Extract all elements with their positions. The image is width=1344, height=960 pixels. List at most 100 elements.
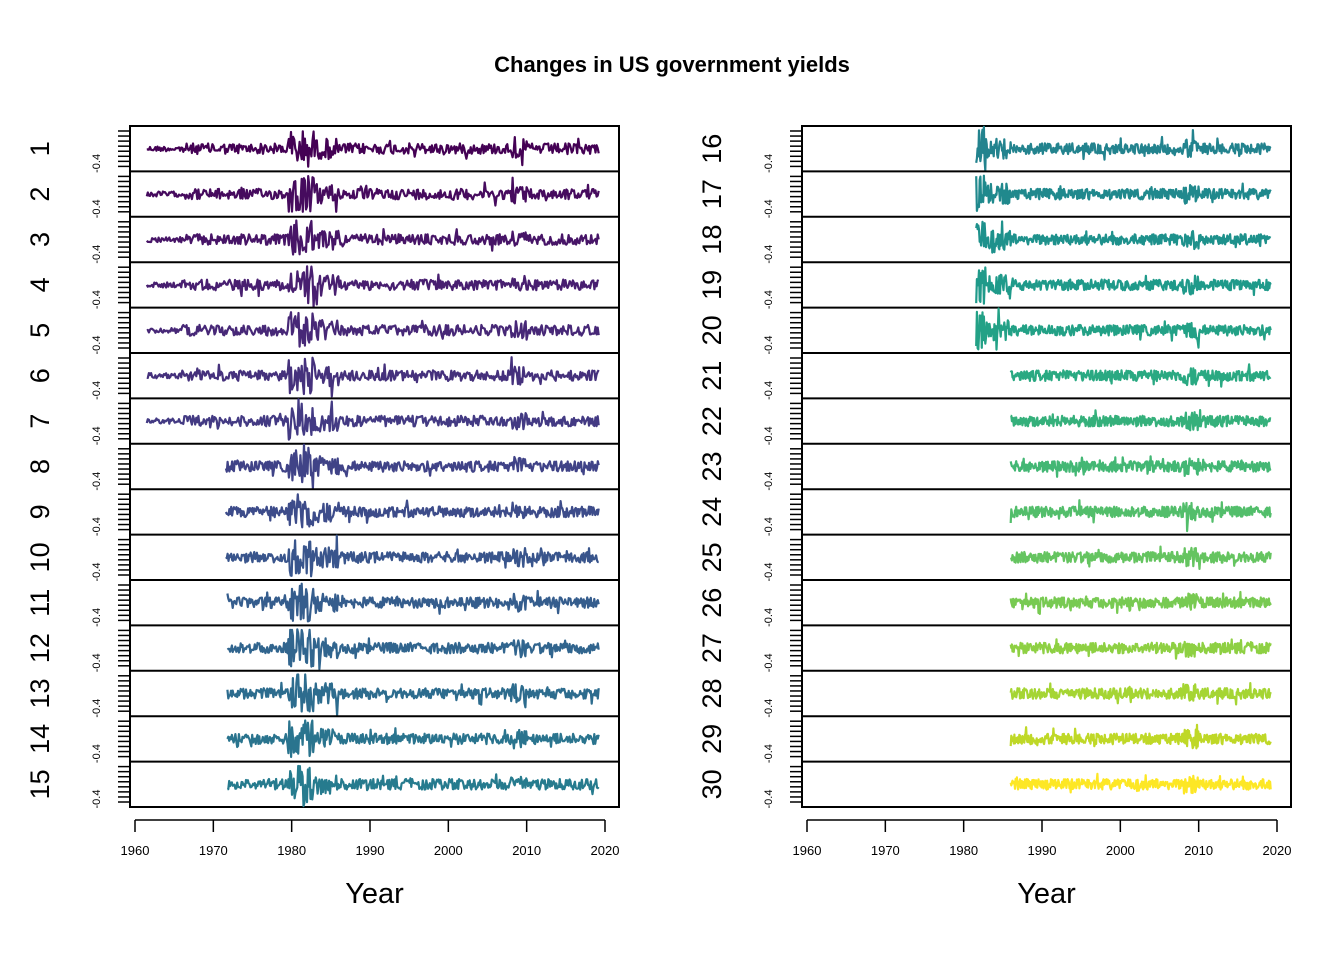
- panel-frame: [129, 125, 620, 808]
- series-line: [226, 764, 600, 808]
- y-tick-label: -0.4: [91, 790, 103, 809]
- series-line: [1009, 499, 1272, 533]
- series-label: 20: [697, 315, 727, 345]
- x-tick-label: 1980: [277, 843, 306, 858]
- y-tick-label: -0.4: [763, 199, 775, 218]
- series-line: [145, 265, 600, 308]
- x-tick-label: 2000: [1106, 843, 1135, 858]
- x-tick-label: 1970: [199, 843, 228, 858]
- x-axis-title: Year: [1017, 878, 1076, 910]
- series-label: 5: [25, 323, 55, 338]
- x-tick-label: 2000: [434, 843, 463, 858]
- series-line: [1009, 455, 1272, 478]
- y-tick-label: -0.4: [763, 336, 775, 355]
- series-label: 1: [25, 141, 55, 156]
- series-line: [975, 174, 1272, 212]
- y-tick-label: -0.4: [763, 744, 775, 763]
- series-label: 2: [25, 187, 55, 202]
- series-line: [224, 493, 600, 529]
- y-tick-label: -0.4: [91, 563, 103, 582]
- y-tick-label: -0.4: [91, 517, 103, 536]
- series-label: 16: [697, 134, 727, 164]
- series-line: [226, 673, 600, 717]
- series-label: 7: [25, 414, 55, 429]
- series-line: [226, 582, 600, 623]
- series-label: 6: [25, 368, 55, 383]
- series-label: 21: [697, 361, 727, 391]
- series-label: 11: [25, 589, 55, 617]
- y-tick-label: -0.4: [763, 381, 775, 400]
- series-line: [225, 534, 599, 578]
- series-line: [145, 398, 600, 441]
- y-tick-label: -0.4: [763, 154, 775, 173]
- series-label: 9: [25, 504, 55, 519]
- series-line: [1009, 638, 1272, 660]
- y-tick-label: -0.4: [763, 608, 775, 627]
- series-label: 3: [25, 232, 55, 247]
- series-line: [1009, 772, 1272, 795]
- panel-right: -0.4 16 -0.4 17 -0.4 18 -0.4 19 -0.4 20 -0.4 21 -0.4…: [697, 125, 1292, 910]
- x-tick-label: 1980: [949, 843, 978, 858]
- series-line: [226, 719, 600, 759]
- series-line: [145, 219, 600, 256]
- series-line: [975, 307, 1272, 351]
- y-tick-label: -0.4: [91, 426, 103, 445]
- x-tick-label: 2010: [1184, 843, 1213, 858]
- y-tick-label: -0.4: [763, 790, 775, 809]
- y-tick-label: -0.4: [91, 608, 103, 627]
- series-label: 18: [697, 224, 727, 254]
- y-tick-label: -0.4: [91, 653, 103, 672]
- series-label: 29: [697, 724, 727, 754]
- x-tick-label: 1990: [1028, 843, 1057, 858]
- series-line: [146, 356, 600, 398]
- y-tick-label: -0.4: [91, 199, 103, 218]
- series-line: [975, 266, 1272, 305]
- series-line: [1009, 723, 1272, 750]
- series-label: 25: [697, 542, 727, 572]
- series-label: 23: [697, 451, 727, 481]
- series-line: [975, 125, 1272, 172]
- series-label: 17: [697, 179, 727, 209]
- x-tick-label: 2020: [1263, 843, 1292, 858]
- x-tick-label: 1990: [356, 843, 385, 858]
- x-tick-label: 1960: [793, 843, 822, 858]
- series-line: [146, 311, 600, 348]
- series-label: 22: [697, 406, 727, 436]
- series-label: 27: [697, 633, 727, 663]
- y-tick-label: -0.4: [91, 336, 103, 355]
- series-label: 30: [697, 769, 727, 799]
- series-label: 28: [697, 678, 727, 708]
- series-line: [975, 220, 1272, 254]
- series-line: [226, 628, 600, 671]
- y-tick-label: -0.4: [763, 245, 775, 264]
- y-tick-label: -0.4: [763, 563, 775, 582]
- series-line: [1009, 590, 1272, 615]
- y-tick-label: -0.4: [763, 699, 775, 718]
- panel-frame: [801, 125, 1292, 808]
- x-tick-label: 1970: [871, 843, 900, 858]
- series-label: 10: [25, 542, 55, 572]
- y-tick-label: -0.4: [763, 517, 775, 536]
- chart-title: Changes in US government yields: [494, 52, 850, 77]
- y-tick-label: -0.4: [91, 744, 103, 763]
- y-tick-label: -0.4: [763, 426, 775, 445]
- y-tick-label: -0.4: [763, 653, 775, 672]
- x-tick-label: 1960: [121, 843, 150, 858]
- y-tick-label: -0.4: [91, 154, 103, 173]
- series-line: [146, 130, 600, 168]
- y-tick-label: -0.4: [91, 245, 103, 264]
- x-axis-title: Year: [345, 878, 404, 910]
- series-line: [145, 175, 600, 213]
- series-label: 13: [25, 678, 55, 708]
- y-tick-label: -0.4: [91, 699, 103, 718]
- x-tick-label: 2020: [591, 843, 620, 858]
- series-line: [224, 443, 600, 490]
- y-tick-label: -0.4: [763, 472, 775, 491]
- x-tick-label: 2010: [512, 843, 541, 858]
- series-label: 12: [25, 633, 55, 663]
- series-line: [1009, 682, 1272, 706]
- series-label: 24: [697, 497, 727, 527]
- series-label: 15: [25, 769, 55, 799]
- series-label: 4: [25, 277, 55, 292]
